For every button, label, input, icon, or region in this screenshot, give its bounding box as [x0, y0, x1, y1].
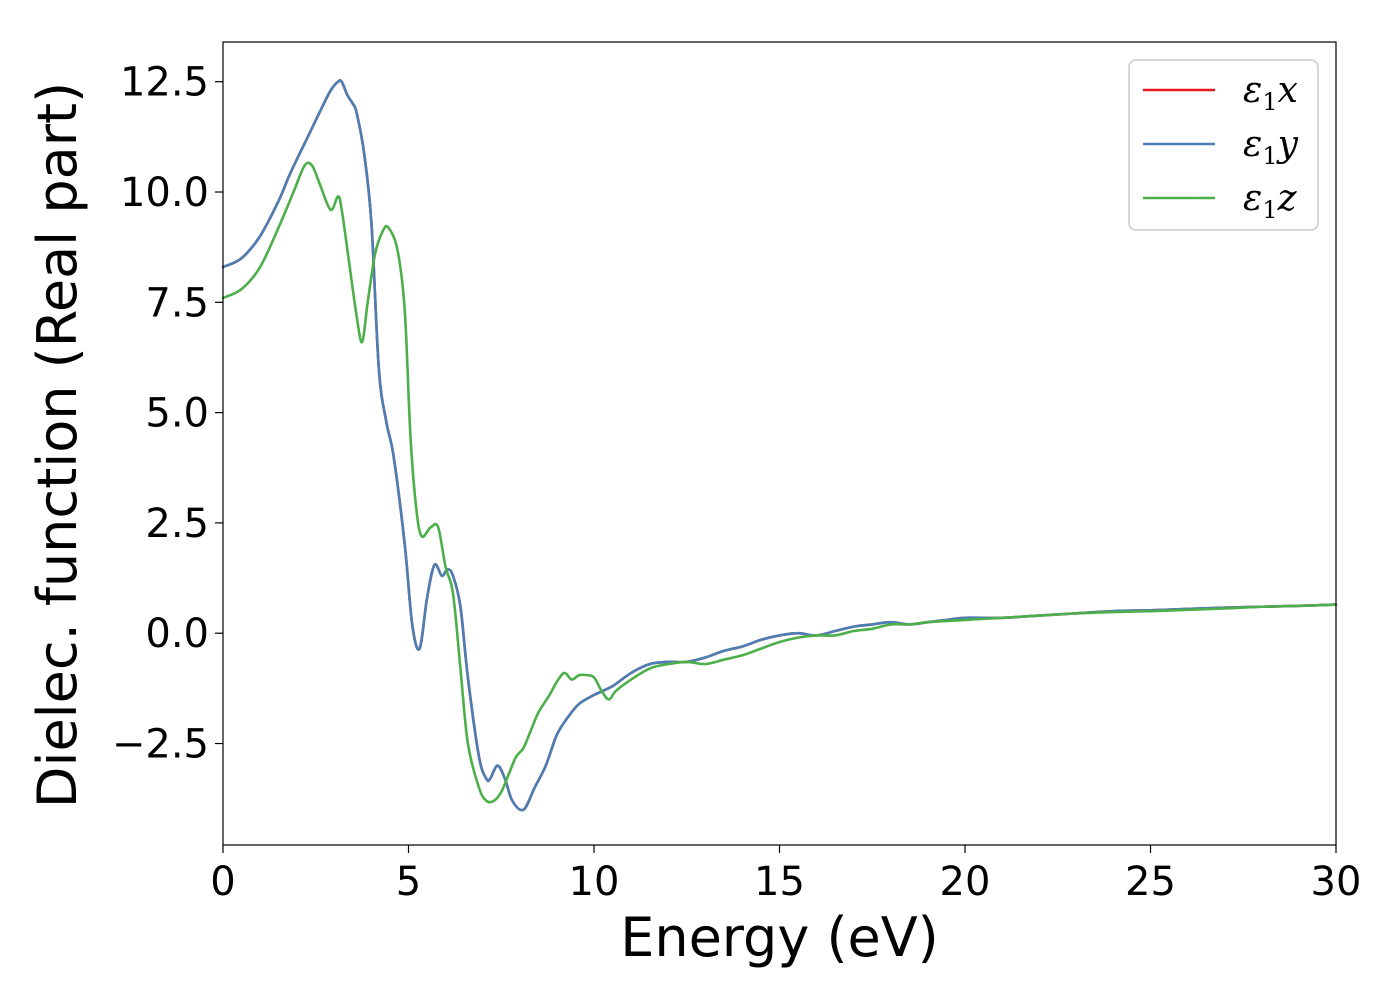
- x-tick-label: 0: [210, 859, 235, 905]
- y-tick-label: 7.5: [145, 280, 209, 326]
- y-tick-label: 2.5: [145, 501, 209, 547]
- x-tick-label: 5: [396, 859, 421, 905]
- x-tick-label: 15: [754, 859, 805, 905]
- series-layer: [221, 79, 1338, 812]
- legend-label-z: ε1z: [1243, 178, 1298, 224]
- legend-label-y: ε1y: [1243, 124, 1299, 170]
- x-axis: 0 5 10 15 20 25 30: [210, 845, 1361, 905]
- x-tick-label: 30: [1311, 859, 1362, 905]
- legend-label-x: ε1x: [1243, 70, 1298, 116]
- legend-items: ε1x ε1y ε1z: [1143, 70, 1299, 224]
- y-tick-label: 10.0: [120, 170, 209, 216]
- y-tick-label: 12.5: [120, 60, 209, 106]
- x-tick-label: 20: [940, 859, 991, 905]
- y-tick-label: 0.0: [145, 611, 209, 657]
- legend: ε1x ε1y ε1z: [1128, 59, 1319, 231]
- legend-box: [1128, 59, 1319, 231]
- x-tick-label: 25: [1125, 859, 1176, 905]
- y-tick-label: 5.0: [145, 391, 209, 437]
- y-tick-label: −2.5: [112, 722, 209, 768]
- y-axis: −2.5 0.0 2.5 5.0 7.5 10.0 12.5: [112, 60, 223, 768]
- x-tick-label: 10: [569, 859, 620, 905]
- series-line-z: [221, 161, 1338, 804]
- x-axis-title: Energy (eV): [620, 906, 939, 969]
- y-axis-title: Dielec. function (Real part): [26, 82, 89, 808]
